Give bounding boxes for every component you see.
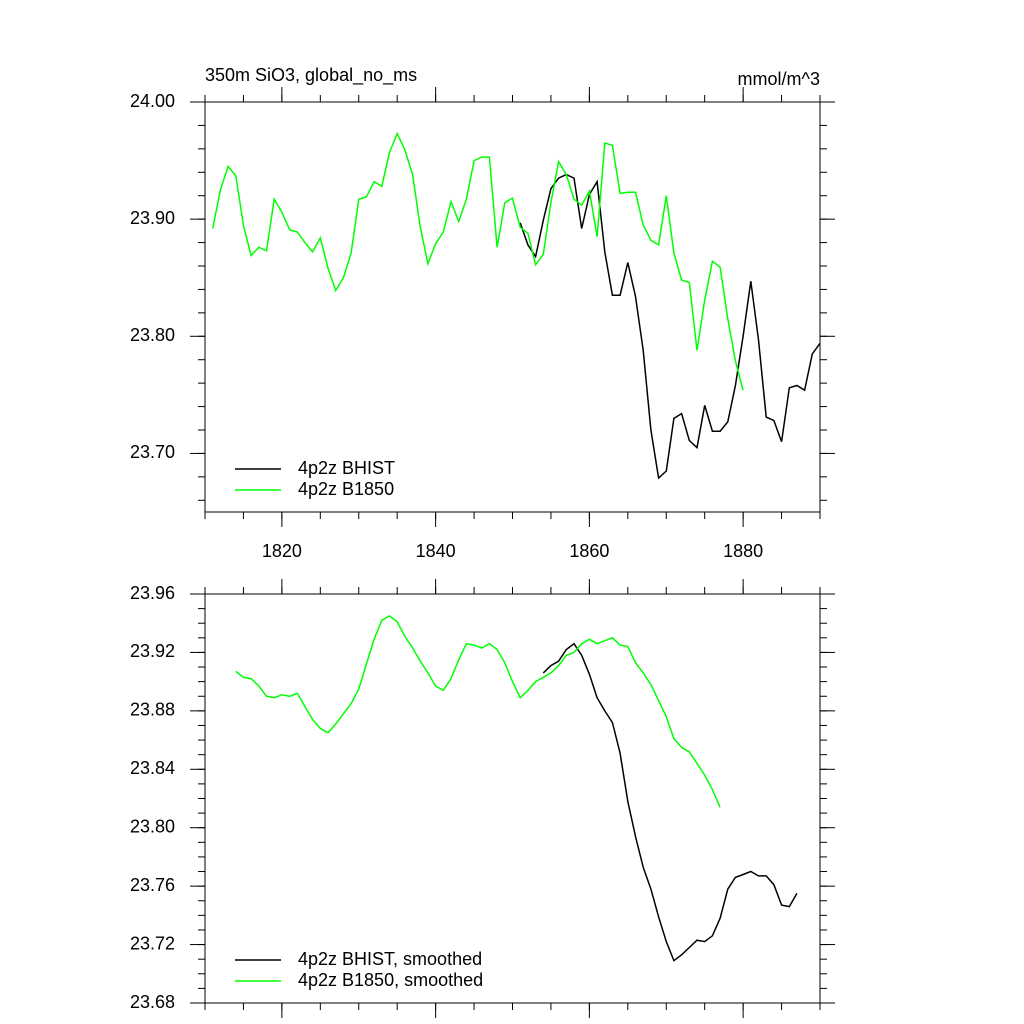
- y-tick-label: 23.96: [130, 583, 175, 603]
- y-tick-label: 23.92: [130, 641, 175, 661]
- data-line: [211, 131, 744, 391]
- legend-label: 4p2z BHIST: [298, 458, 395, 478]
- units-label: mmol/m^3: [738, 69, 820, 89]
- data-line: [519, 173, 821, 480]
- y-tick-label: 23.70: [130, 442, 175, 462]
- x-tick-label: 1840: [416, 541, 456, 561]
- y-tick-label: 23.80: [130, 816, 175, 836]
- chart-title: 350m SiO3, global_no_ms: [205, 65, 417, 86]
- y-tick-label: 24.00: [130, 91, 175, 111]
- data-line: [235, 615, 721, 808]
- y-tick-label: 23.68: [130, 992, 175, 1012]
- y-tick-label: 23.76: [130, 875, 175, 895]
- data-line: [542, 642, 798, 962]
- y-tick-label: 23.84: [130, 758, 175, 778]
- y-tick-label: 23.72: [130, 933, 175, 953]
- x-tick-label: 1860: [569, 541, 609, 561]
- legend-label: 4p2z B1850, smoothed: [298, 970, 483, 990]
- x-tick-label: 1880: [723, 541, 763, 561]
- y-tick-label: 23.88: [130, 700, 175, 720]
- x-tick-label: 1820: [262, 541, 302, 561]
- legend-label: 4p2z B1850: [298, 479, 394, 499]
- y-tick-label: 23.80: [130, 325, 175, 345]
- plot-frame: [204, 593, 821, 1004]
- y-tick-label: 23.90: [130, 208, 175, 228]
- legend-label: 4p2z BHIST, smoothed: [298, 949, 482, 969]
- plot-frame: [204, 101, 821, 513]
